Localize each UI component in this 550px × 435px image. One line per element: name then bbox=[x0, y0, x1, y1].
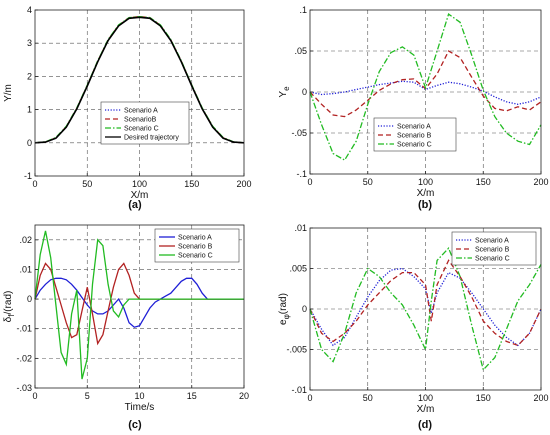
y-tick-label: -.02 bbox=[16, 353, 32, 363]
x-tick-label: 0 bbox=[307, 177, 312, 187]
y-tick-label: .02 bbox=[19, 235, 32, 245]
legend-label: ScenarioB bbox=[124, 117, 157, 124]
y-tick-label: .005 bbox=[289, 264, 307, 274]
chart-caption: (c) bbox=[128, 419, 142, 431]
x-tick-label: 0 bbox=[32, 179, 37, 189]
y-tick-label: 2 bbox=[27, 71, 32, 81]
y-tick-label: 0 bbox=[27, 294, 32, 304]
legend-label: Scenario C bbox=[475, 256, 510, 263]
chart-3: 0 5 10 15 20 -.03 -.02 -.01 0 .01 .02 Time/s δf/(rad… bbox=[3, 224, 249, 431]
x-tick-label: 0 bbox=[307, 393, 312, 403]
series-line-scenario-a bbox=[309, 267, 542, 347]
y-axis-label: δf/(rad) bbox=[3, 291, 16, 323]
legend-label: Scenario C bbox=[397, 142, 432, 149]
x-tick-label: 150 bbox=[476, 393, 491, 403]
y-axis-label: Y/m bbox=[3, 84, 14, 102]
y-axis-label: eφ(rad) bbox=[278, 293, 291, 325]
legend: Scenario A Scenario B Scenario C bbox=[451, 231, 537, 266]
x-tick-label: 50 bbox=[82, 179, 92, 189]
legend-label: Desired trajectory bbox=[124, 135, 179, 142]
y-tick-label: .01 bbox=[294, 223, 307, 233]
y-tick-label: -1 bbox=[24, 171, 32, 181]
x-tick-label: 200 bbox=[236, 179, 251, 189]
x-axis-label: Time/s bbox=[125, 402, 155, 413]
x-axis-label: X/m bbox=[417, 404, 435, 415]
legend-label: Scenario B bbox=[475, 247, 510, 254]
chart-caption: (b) bbox=[418, 199, 432, 211]
x-axis-label: X/m bbox=[131, 190, 149, 201]
legend-label: Scenario A bbox=[475, 238, 509, 245]
x-tick-label: 5 bbox=[85, 391, 90, 401]
chart-caption: (a) bbox=[128, 199, 142, 211]
y-tick-label: .1 bbox=[299, 5, 307, 15]
legend: Scenario A Scenario B Scenario C bbox=[373, 117, 457, 152]
y-tick-label: 0 bbox=[302, 304, 307, 314]
y-tick-label: 4 bbox=[27, 5, 32, 15]
y-tick-label: 0 bbox=[27, 138, 32, 148]
chart-2: 0 50 100 150 200 -.1 -.05 0 .05 .1 X/m Ye Scenario A… bbox=[278, 5, 549, 211]
y-tick-label: 1 bbox=[27, 105, 32, 115]
x-axis-label: X/m bbox=[417, 188, 435, 199]
y-tick-label: -.1 bbox=[296, 169, 307, 179]
y-tick-label: -.01 bbox=[291, 385, 307, 395]
legend-label: Scenario B bbox=[178, 244, 213, 251]
legend-label: Scenario A bbox=[397, 124, 431, 131]
legend-label: Scenario C bbox=[124, 126, 159, 133]
x-tick-label: 0 bbox=[32, 391, 37, 401]
x-tick-label: 15 bbox=[187, 391, 197, 401]
legend-label: Scenario A bbox=[178, 235, 212, 242]
x-tick-label: 150 bbox=[184, 179, 199, 189]
x-tick-label: 150 bbox=[476, 177, 491, 187]
y-tick-label: -.005 bbox=[286, 345, 307, 355]
y-axis-label: Ye bbox=[278, 86, 291, 98]
y-tick-label: 3 bbox=[27, 38, 32, 48]
legend-label: Scenario C bbox=[178, 253, 213, 260]
series-line-scenario-c bbox=[309, 13, 542, 161]
x-tick-label: 100 bbox=[418, 177, 433, 187]
x-tick-label: 100 bbox=[132, 179, 147, 189]
series-line-desired-trajectory bbox=[34, 16, 245, 144]
y-tick-label: -.01 bbox=[16, 324, 32, 334]
legend: Scenario A Scenario B Scenario C bbox=[154, 228, 240, 263]
x-tick-label: 50 bbox=[363, 393, 373, 403]
legend-label: Scenario A bbox=[124, 108, 158, 115]
chart-caption: (d) bbox=[418, 419, 432, 431]
x-tick-label: 10 bbox=[134, 391, 144, 401]
series-line-scenario-c bbox=[34, 230, 244, 380]
x-tick-label: 200 bbox=[533, 177, 548, 187]
y-tick-label: .01 bbox=[19, 264, 32, 274]
chart-4: 0 50 100 150 200 -.01 -.005 0 .005 .01 X/m eφ(rad) S… bbox=[278, 223, 549, 431]
x-tick-label: 20 bbox=[239, 391, 249, 401]
y-tick-label: -.05 bbox=[291, 128, 307, 138]
legend: Scenario A ScenarioB Scenario C Desired tra… bbox=[100, 101, 190, 145]
x-tick-label: 100 bbox=[418, 393, 433, 403]
series-line-scenario-b bbox=[309, 259, 542, 347]
x-tick-label: 50 bbox=[363, 177, 373, 187]
legend-label: Scenario B bbox=[397, 133, 432, 140]
x-tick-label: 200 bbox=[533, 393, 548, 403]
plot-area bbox=[35, 10, 244, 176]
y-tick-label: -.03 bbox=[16, 383, 32, 393]
y-tick-label: 0 bbox=[302, 87, 307, 97]
y-tick-label: .05 bbox=[294, 46, 307, 56]
